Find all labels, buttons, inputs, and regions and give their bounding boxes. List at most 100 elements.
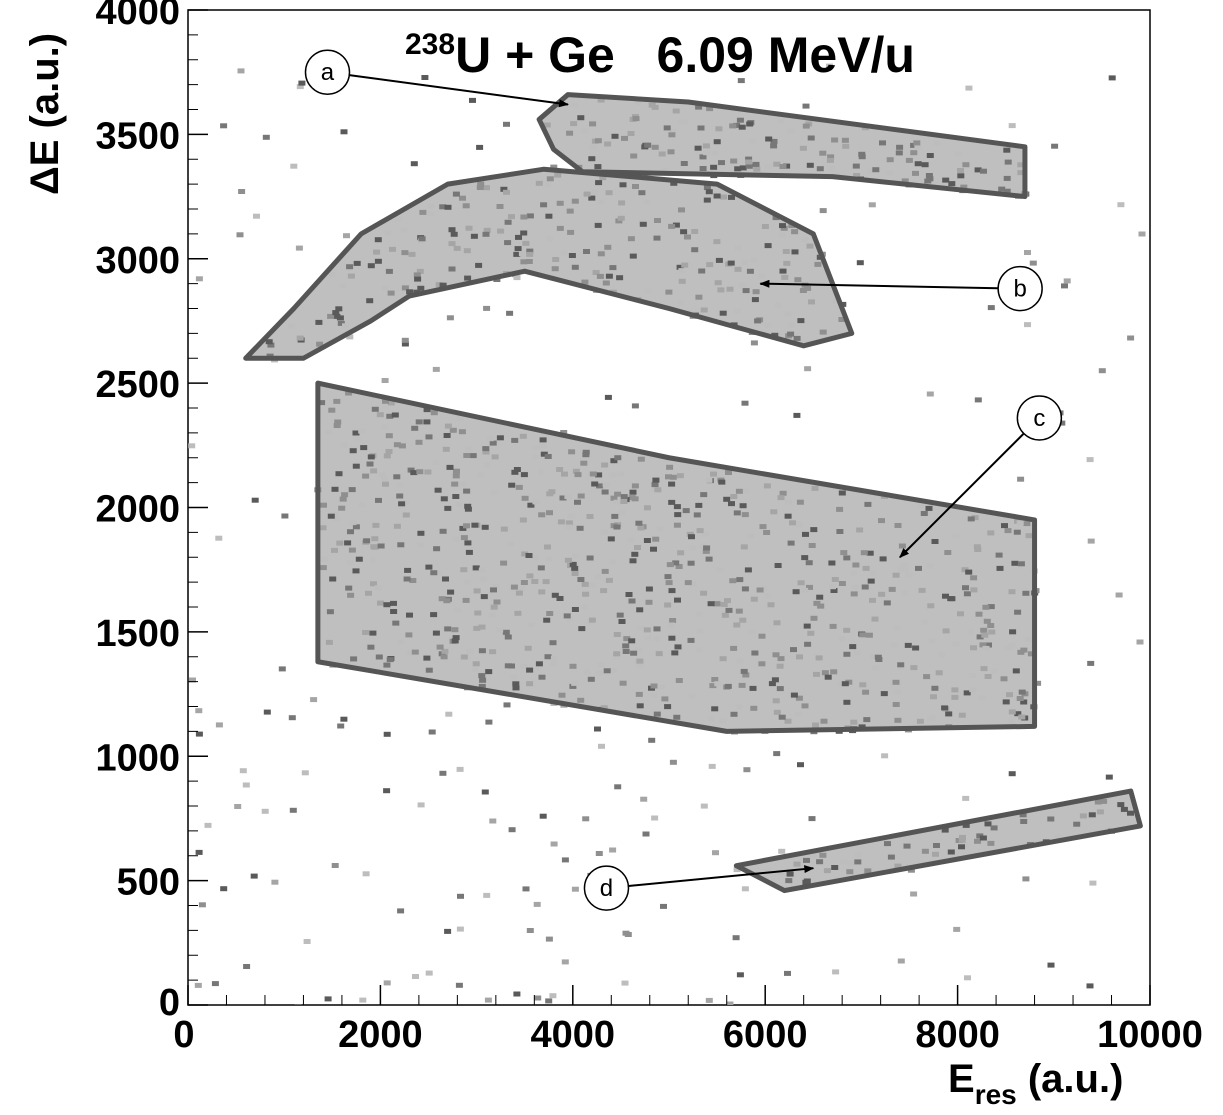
density-bin (421, 75, 429, 80)
density-bin (568, 449, 576, 455)
density-bin (716, 567, 724, 573)
density-bin (648, 737, 656, 743)
density-bin (617, 215, 625, 221)
density-bin (591, 189, 599, 195)
density-bin (975, 611, 983, 617)
density-bin (1087, 538, 1095, 544)
density-bin (898, 543, 906, 549)
density-bin (521, 551, 529, 557)
density-bin (352, 430, 360, 436)
density-bin (636, 658, 644, 664)
density-bin (960, 184, 968, 190)
density-bin (951, 694, 959, 700)
density-bin (796, 499, 804, 505)
density-bin (884, 841, 891, 847)
density-bin (1024, 322, 1031, 328)
density-bin (665, 580, 673, 586)
density-bin (921, 848, 929, 854)
density-bin (503, 702, 511, 708)
density-bin (758, 273, 766, 279)
density-bin (680, 161, 688, 166)
density-bin (660, 903, 667, 909)
ticks-layer: 0 2000 4000 6000 8000 10000 0 500 1000 1500 2000 25… (95, 0, 1202, 1056)
density-bin (503, 189, 510, 195)
density-bin (859, 682, 867, 688)
density-bin (980, 627, 988, 633)
density-bin (578, 626, 586, 632)
density-bin (383, 662, 391, 668)
density-bin (629, 558, 637, 564)
density-bin (371, 536, 379, 542)
density-bin (564, 494, 572, 500)
density-bin (628, 638, 636, 644)
density-bin (913, 140, 921, 146)
density-bin (518, 585, 526, 591)
density-bin (545, 556, 553, 562)
density-bin (836, 529, 844, 534)
density-bin (730, 158, 738, 164)
density-bin (452, 635, 460, 641)
density-bin (1000, 676, 1008, 682)
density-bin (933, 140, 941, 146)
y-tick-label: 4000 (95, 0, 180, 33)
density-bin (452, 473, 460, 479)
density-bin (672, 222, 680, 228)
density-bin (566, 208, 574, 214)
density-bin (463, 523, 470, 529)
density-bin (724, 683, 732, 689)
density-bin (650, 683, 658, 689)
density-bin (713, 239, 721, 245)
gate-d (733, 788, 1143, 894)
density-bin (776, 686, 784, 692)
density-bin (464, 540, 472, 546)
density-bin (620, 499, 628, 504)
density-bin (443, 433, 451, 438)
y-tick-label: 3500 (95, 115, 180, 157)
density-bin (413, 272, 421, 278)
density-bin (476, 144, 484, 150)
density-bin (374, 258, 382, 264)
density-bin (195, 708, 203, 714)
density-bin (681, 262, 689, 268)
density-bin (510, 584, 518, 590)
density-bin (345, 390, 353, 396)
density-bin (353, 436, 361, 442)
density-bin (261, 808, 269, 814)
density-bin (442, 446, 450, 452)
density-bin (669, 618, 677, 623)
density-bin (556, 225, 564, 231)
x-axis-label: Eres (a.u.) (948, 1057, 1123, 1110)
density-bin (926, 391, 934, 397)
density-bin (684, 234, 691, 240)
density-bin (920, 511, 928, 516)
density-bin (340, 716, 348, 722)
density-bin (594, 164, 602, 170)
density-bin (561, 471, 568, 477)
density-bin (417, 285, 425, 291)
density-bin (678, 278, 686, 284)
density-bin (869, 597, 876, 603)
density-bin (921, 619, 929, 625)
density-bin (738, 682, 746, 688)
density-bin (582, 591, 590, 597)
density-bin (533, 901, 541, 907)
density-bin (892, 679, 900, 685)
density-bin (469, 453, 477, 459)
density-bin (812, 722, 819, 728)
density-bin (689, 581, 697, 587)
x-tick-label: 2000 (338, 1014, 423, 1056)
density-bin (772, 698, 780, 704)
density-bin (904, 642, 912, 648)
density-bin (816, 859, 824, 865)
density-bin (425, 970, 433, 976)
density-bin (416, 469, 424, 475)
density-bin (850, 591, 858, 597)
density-bin (933, 843, 940, 848)
density-bin (359, 997, 367, 1003)
density-bin (674, 512, 682, 518)
density-bin (339, 496, 347, 502)
density-bin (1007, 719, 1015, 725)
density-bin (774, 563, 782, 568)
density-bin (295, 245, 303, 251)
density-bin (1003, 188, 1011, 194)
